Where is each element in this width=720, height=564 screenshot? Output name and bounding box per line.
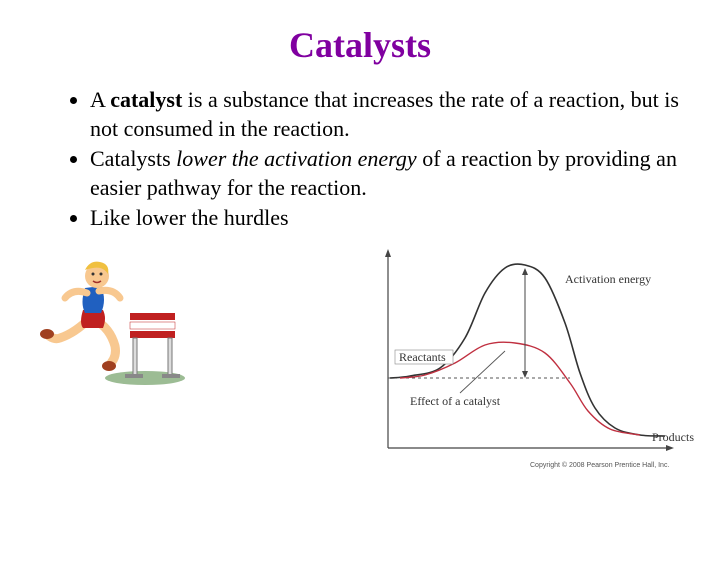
page-title: Catalysts	[0, 24, 720, 66]
bullet-3: Like lower the hurdles	[90, 204, 680, 233]
reactants-label-box: Reactants	[399, 350, 446, 364]
copyright-text: Copyright © 2008 Pearson Prentice Hall, …	[530, 461, 669, 469]
effect-label: Effect of a catalyst	[410, 394, 501, 408]
bullet-list: A catalyst is a substance that increases…	[50, 86, 680, 233]
hurdle-icon	[125, 313, 180, 378]
products-label: Products	[652, 430, 694, 444]
bullet-2: Catalysts lower the activation energy of…	[90, 145, 680, 202]
energy-diagram: Activation energy Reactants Effect of a …	[370, 243, 700, 473]
activation-label: Activation energy	[565, 272, 651, 286]
bullet-1: A catalyst is a substance that increases…	[90, 86, 680, 143]
hurdler-illustration	[35, 258, 195, 388]
effect-pointer	[460, 351, 505, 393]
runner-icon	[40, 262, 120, 371]
